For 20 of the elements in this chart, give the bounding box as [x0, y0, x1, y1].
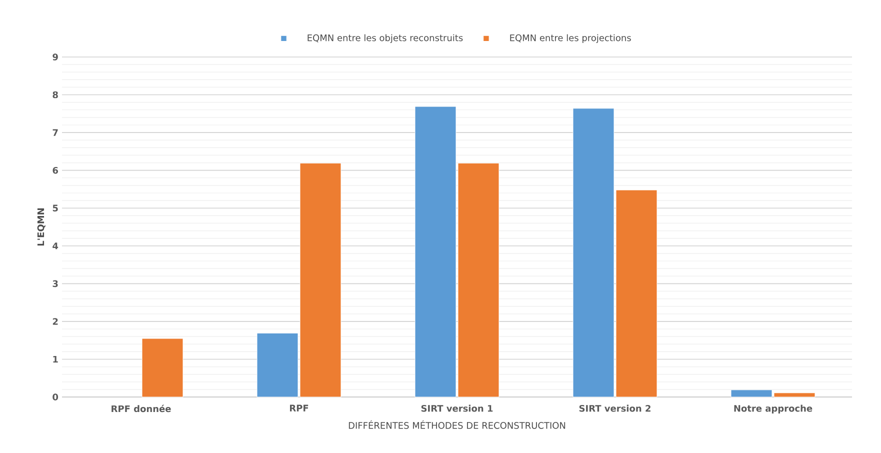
x-tick-label: SIRT version 2	[579, 404, 650, 412]
y-tick-label: 2	[52, 318, 58, 325]
y-tick-label: 9	[52, 54, 58, 60]
x-axis-title: DIFFÉRENTES MÉTHODES DE RECONSTRUCTION	[348, 420, 566, 429]
y-tick-label: 5	[52, 204, 58, 212]
x-tick-label: RPF donnée	[112, 404, 171, 412]
y-tick-label: 6	[52, 166, 58, 174]
y-axis-title: L'EQMN	[37, 208, 46, 246]
y-tick-label: 0	[52, 394, 58, 400]
bar	[142, 338, 184, 398]
y-tick-label: 8	[52, 91, 58, 98]
x-tick-label: SIRT version 1	[421, 404, 493, 412]
y-tick-label: 1	[53, 356, 58, 362]
y-tick-label: 4	[52, 242, 58, 250]
x-tick-label: RPF	[290, 404, 308, 412]
legend-label: EQMN entre les objets reconstruits	[308, 34, 463, 43]
y-tick-label: 3	[52, 280, 58, 288]
legend-label: EQMN entre les projections	[510, 34, 631, 43]
y-tick-label: 7	[52, 129, 58, 136]
x-tick-label: Notre approche	[734, 404, 812, 414]
